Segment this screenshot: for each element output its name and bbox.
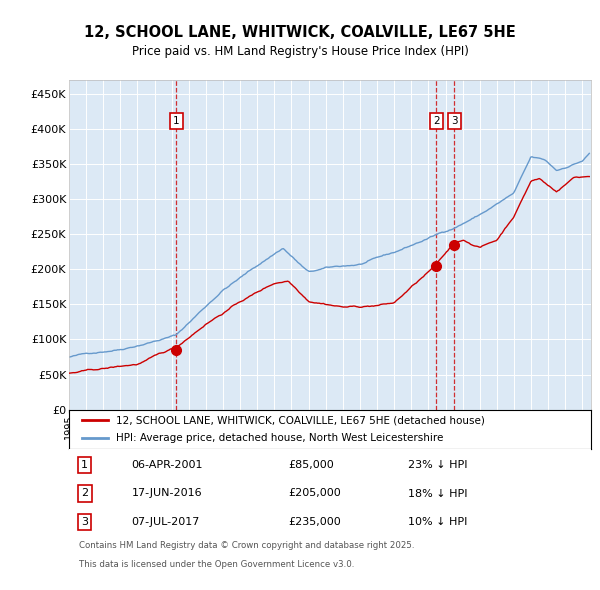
Text: HPI: Average price, detached house, North West Leicestershire: HPI: Average price, detached house, Nort… <box>116 434 443 444</box>
Text: 1: 1 <box>173 116 179 126</box>
Text: £85,000: £85,000 <box>288 460 334 470</box>
Text: 2: 2 <box>81 489 88 499</box>
Text: 23% ↓ HPI: 23% ↓ HPI <box>409 460 468 470</box>
Text: 06-APR-2001: 06-APR-2001 <box>131 460 203 470</box>
Text: 10% ↓ HPI: 10% ↓ HPI <box>409 517 467 527</box>
Text: This data is licensed under the Open Government Licence v3.0.: This data is licensed under the Open Gov… <box>79 560 355 569</box>
Text: 18% ↓ HPI: 18% ↓ HPI <box>409 489 468 499</box>
Text: 3: 3 <box>81 517 88 527</box>
Text: 1: 1 <box>81 460 88 470</box>
Text: 12, SCHOOL LANE, WHITWICK, COALVILLE, LE67 5HE (detached house): 12, SCHOOL LANE, WHITWICK, COALVILLE, LE… <box>116 415 485 425</box>
Text: £205,000: £205,000 <box>288 489 341 499</box>
Text: 3: 3 <box>451 116 458 126</box>
Text: Contains HM Land Registry data © Crown copyright and database right 2025.: Contains HM Land Registry data © Crown c… <box>79 541 415 550</box>
Text: 12, SCHOOL LANE, WHITWICK, COALVILLE, LE67 5HE: 12, SCHOOL LANE, WHITWICK, COALVILLE, LE… <box>84 25 516 40</box>
Text: 2: 2 <box>433 116 440 126</box>
Text: 07-JUL-2017: 07-JUL-2017 <box>131 517 200 527</box>
Text: £235,000: £235,000 <box>288 517 341 527</box>
Text: Price paid vs. HM Land Registry's House Price Index (HPI): Price paid vs. HM Land Registry's House … <box>131 45 469 58</box>
Text: 17-JUN-2016: 17-JUN-2016 <box>131 489 202 499</box>
